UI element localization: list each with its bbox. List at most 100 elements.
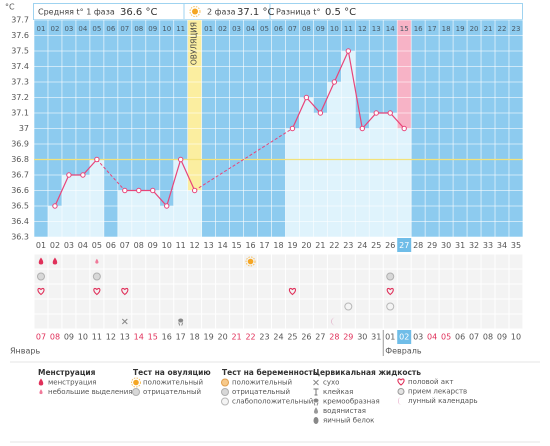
symbol-cell [258,284,271,299]
day-mark [178,318,184,326]
calendar-date: 09 [497,333,507,342]
calendar-date: 17 [176,333,186,342]
symbol-cell [299,299,313,314]
circle [221,388,229,396]
phase-day-label: 03 [64,25,73,33]
legend-label: небольшие выделения [48,388,133,396]
symbol-cell [271,299,285,314]
symbol-cell [453,269,467,284]
symbol-cell [327,254,341,269]
symbol-cell [439,314,453,329]
symbol-cell [313,314,327,329]
drop [313,407,319,414]
circle [386,302,395,311]
legend-icon [39,389,43,395]
phase2-label: 2 фаза [207,8,236,17]
x-tick-label: 33 [483,241,493,250]
symbol-cell [160,269,174,284]
calendar-date: 18 [190,333,200,342]
calendar-date: 05 [441,333,451,342]
symbol-cell [188,269,202,284]
symbol-cell [230,269,244,284]
symbol-cell [230,254,244,269]
bar [299,97,314,237]
y-tick-label: 36.3 [11,233,29,242]
bar [187,190,202,237]
symbol-cell [425,269,439,284]
gap-connector [194,128,293,191]
bar [117,190,132,237]
phase-day-label: 02 [218,25,227,33]
circle [221,378,229,387]
symbol-cell [62,299,76,314]
symbol-cell [369,254,383,269]
symbol-cell [285,314,299,329]
symbol-cell [495,254,509,269]
symbol-cell [327,299,341,314]
gap-connector [96,159,126,191]
symbol-cell [355,299,369,314]
phase-day-label: 02 [50,25,59,33]
calendar-date: 09 [64,333,74,342]
phase-day-label: 19 [456,25,465,33]
calendar-date: 02 [399,333,409,342]
symbol-cell [132,254,146,269]
bar [355,128,370,237]
phase-day-label: 16 [414,25,423,33]
legend-icon [313,388,319,396]
symbol-cell [397,314,411,329]
y-unit: °C [5,3,15,12]
heart [288,287,296,296]
day-mark [92,272,101,281]
symbol-cell [355,269,369,284]
drop [38,257,44,265]
legend-label: положительный [143,379,203,387]
y-tick-label: 36.8 [11,155,29,164]
sun-icon [192,8,198,15]
legend-icon [313,407,319,414]
point [150,187,156,194]
symbol-cell [202,299,216,314]
x-tick-label: 24 [357,241,367,250]
circle [221,397,229,406]
symbol-cell [216,254,230,269]
symbol-cell [34,314,48,329]
legend-label: клейкая [323,388,353,396]
point [177,156,184,163]
circle [397,388,405,395]
creamy [313,402,319,406]
symbol-cell [313,284,327,299]
phase-day-label: 22 [498,25,507,33]
phase-day-label: 21 [484,25,493,33]
legend-title: Менструация [38,368,96,377]
circle [92,272,101,281]
legend-icon [313,417,319,424]
x-tick-label: 26 [385,241,395,250]
diff-label: Разница t° [276,8,320,17]
bar [173,159,188,237]
symbol-cell [118,254,132,269]
symbol-cell [76,269,90,284]
legend-title: Тест на беременность [222,368,318,377]
symbol-cell [383,284,397,299]
point [164,203,170,209]
creamy [178,322,184,326]
day-mark [245,256,256,267]
phase-day-label: 13 [372,25,381,33]
legend-icon [313,379,319,386]
legend-icon [38,378,44,386]
x-tick-label: 21 [315,241,325,250]
symbol-cell [481,254,495,269]
x-tick-label: 31 [455,241,465,250]
calendar-date: 11 [92,333,102,342]
calendar-date: 16 [162,333,172,342]
symbol-cell [383,254,397,269]
symbol-cell [271,269,285,284]
phase2-value: 37.1 °C [237,7,274,18]
symbol-cell [118,299,132,314]
x-tick-label: 29 [427,241,437,250]
symbol-cell [146,314,160,329]
drop [38,378,44,386]
egg [313,417,319,424]
symbol-cell [76,299,90,314]
